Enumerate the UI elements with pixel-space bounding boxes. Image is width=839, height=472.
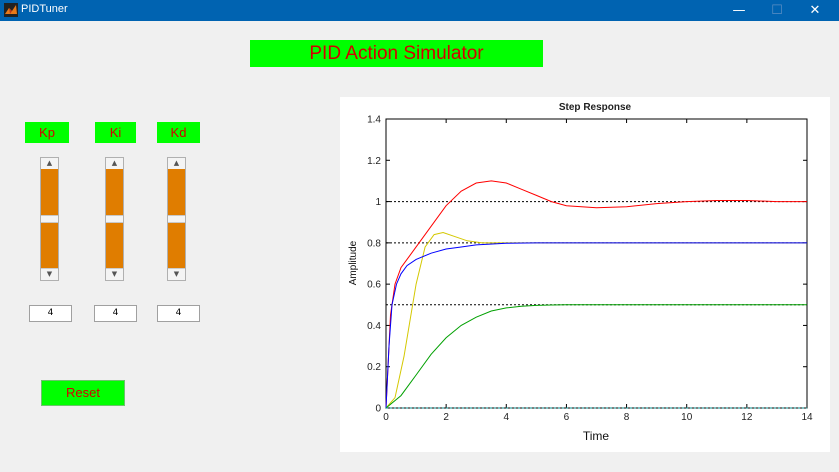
kp-value-field[interactable]: 4	[29, 305, 72, 322]
slider-down-arrow-icon[interactable]: ▼	[168, 268, 185, 280]
kp-label: Kp	[25, 122, 69, 143]
kd-slider[interactable]: ▲ ▼	[167, 157, 186, 281]
page-title: PID Action Simulator	[250, 40, 543, 67]
x-tick-label: 0	[383, 412, 389, 423]
response-curve	[385, 304, 807, 409]
maximize-button[interactable]: ☐	[771, 3, 783, 18]
slider-down-arrow-icon[interactable]: ▼	[106, 268, 123, 280]
y-tick-label: 0	[375, 404, 381, 415]
x-tick-label: 12	[741, 412, 753, 423]
matlab-logo-icon	[4, 3, 18, 17]
y-tick-label: 1	[375, 197, 381, 208]
slider-trough[interactable]	[168, 169, 185, 215]
close-button[interactable]: ✕	[809, 3, 821, 18]
slider-trough[interactable]	[41, 223, 58, 269]
kd-label: Kd	[157, 122, 200, 143]
reset-button[interactable]: Reset	[41, 380, 125, 406]
y-tick-label: 1.2	[367, 156, 381, 167]
x-tick-label: 2	[443, 412, 449, 423]
window-title: PIDTuner	[21, 3, 68, 15]
slider-trough[interactable]	[106, 169, 123, 215]
x-tick-label: 14	[801, 412, 813, 423]
ki-value-field[interactable]: 4	[94, 305, 137, 322]
minimize-button[interactable]: —	[732, 3, 746, 18]
slider-trough[interactable]	[106, 223, 123, 269]
slider-down-arrow-icon[interactable]: ▼	[41, 268, 58, 280]
x-tick-label: 10	[681, 412, 693, 423]
response-curve	[385, 242, 807, 409]
ki-slider[interactable]: ▲ ▼	[105, 157, 124, 281]
x-tick-label: 6	[564, 412, 570, 423]
x-tick-label: 4	[504, 412, 510, 423]
window-titlebar: PIDTuner — ☐ ✕	[0, 0, 839, 21]
chart-title: Step Response	[559, 102, 632, 113]
y-tick-label: 1.4	[367, 115, 381, 126]
slider-thumb[interactable]	[168, 215, 185, 223]
kd-value-field[interactable]: 4	[157, 305, 200, 322]
step-response-chart: Step Response 0 2 4 6 8 10 12 14 0 0.2 0.4 0.6 0.8 1 1…	[340, 97, 830, 452]
x-tick-label: 8	[624, 412, 630, 423]
response-curve	[385, 180, 807, 409]
slider-thumb[interactable]	[41, 215, 58, 223]
x-axis-label: Time	[583, 429, 610, 443]
y-tick-label: 0.8	[367, 238, 381, 249]
slider-trough[interactable]	[41, 169, 58, 215]
y-tick-label: 0.6	[367, 280, 381, 291]
ki-label: Ki	[95, 122, 136, 143]
slider-trough[interactable]	[168, 223, 185, 269]
y-axis-label: Amplitude	[348, 240, 359, 285]
kp-slider[interactable]: ▲ ▼	[40, 157, 59, 281]
plot-axes-box	[385, 118, 808, 409]
y-tick-label: 0.2	[367, 362, 381, 373]
slider-thumb[interactable]	[106, 215, 123, 223]
y-tick-label: 0.4	[367, 321, 381, 332]
